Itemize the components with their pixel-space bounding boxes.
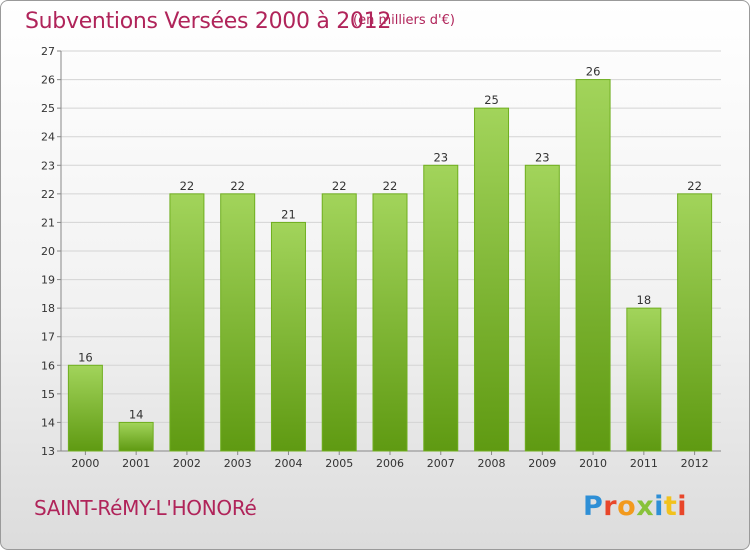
x-tick-label-2011: 2011	[630, 457, 658, 470]
logo-letter: o	[617, 491, 637, 522]
y-tick-label: 19	[41, 274, 55, 287]
logo-letter: t	[663, 491, 678, 522]
bar-2011	[626, 307, 662, 452]
data-label-2007: 23	[433, 150, 448, 164]
proxiti-logo: Proxiti	[583, 491, 687, 522]
data-labels: 16 14 22 22 21 22 22 23 25 23 26 18 22	[78, 65, 702, 422]
bar-2012	[677, 193, 713, 452]
x-tick-label-2012: 2012	[681, 457, 709, 470]
y-tick-label: 14	[41, 416, 55, 429]
x-tick-label-2005: 2005	[325, 457, 353, 470]
bar-2007	[423, 164, 459, 452]
bar-2006	[372, 193, 408, 452]
bar-2000	[67, 364, 103, 452]
x-tick-label-2003: 2003	[224, 457, 252, 470]
y-tick-label: 15	[41, 388, 55, 401]
data-label-2005: 22	[332, 179, 347, 193]
y-tick-label: 13	[41, 445, 55, 458]
x-tick-label-2001: 2001	[122, 457, 150, 470]
bar-2004	[270, 221, 306, 452]
data-label-2010: 26	[586, 65, 601, 79]
data-label-2011: 18	[637, 293, 652, 307]
logo-letter: i	[677, 491, 688, 522]
y-tick-label: 20	[41, 245, 55, 258]
y-tick-label: 17	[41, 331, 55, 344]
x-tick-label-2007: 2007	[427, 457, 455, 470]
y-tick-label: 27	[41, 45, 55, 58]
bar-2002	[169, 193, 205, 452]
logo-letter: P	[583, 491, 604, 522]
y-tick-label: 22	[41, 188, 55, 201]
data-label-2003: 22	[230, 179, 245, 193]
bar-2008	[474, 107, 510, 452]
bar-2001	[118, 421, 154, 452]
y-tick-label: 16	[41, 359, 55, 372]
x-tick-label-2008: 2008	[478, 457, 506, 470]
x-tick-label-2000: 2000	[71, 457, 99, 470]
logo-letter: x	[636, 491, 655, 522]
data-label-2009: 23	[535, 150, 550, 164]
data-label-2004: 21	[281, 207, 296, 221]
data-label-2001: 14	[129, 407, 144, 421]
bar-2005	[321, 193, 357, 452]
y-tick-label: 18	[41, 302, 55, 315]
y-tick-label: 23	[41, 159, 55, 172]
x-tick-label-2009: 2009	[528, 457, 556, 470]
x-tick-label-2004: 2004	[274, 457, 302, 470]
bar-2010	[575, 79, 611, 452]
data-label-2006: 22	[383, 179, 398, 193]
x-tick-label-2002: 2002	[173, 457, 201, 470]
chart-subtitle: (en milliers d'€)	[353, 13, 455, 28]
logo-letter: r	[603, 491, 618, 522]
data-label-2012: 22	[687, 179, 702, 193]
chart-title: Subventions Versées 2000 à 2012	[25, 9, 392, 34]
data-label-2008: 25	[484, 93, 499, 107]
y-tick-label: 21	[41, 216, 55, 229]
bar-2003	[220, 193, 256, 452]
x-tick-label-2010: 2010	[579, 457, 607, 470]
y-tick-label: 25	[41, 102, 55, 115]
data-label-2002: 22	[180, 179, 195, 193]
y-tick-label: 26	[41, 74, 55, 87]
bar-2009	[524, 164, 560, 452]
logo-letter: i	[654, 491, 664, 522]
commune-name: SAINT-RéMY-L'HONORé	[34, 496, 257, 520]
bars	[67, 79, 713, 452]
data-label-2000: 16	[78, 350, 93, 364]
x-tick-label-2006: 2006	[376, 457, 404, 470]
y-tick-label: 24	[41, 131, 55, 144]
